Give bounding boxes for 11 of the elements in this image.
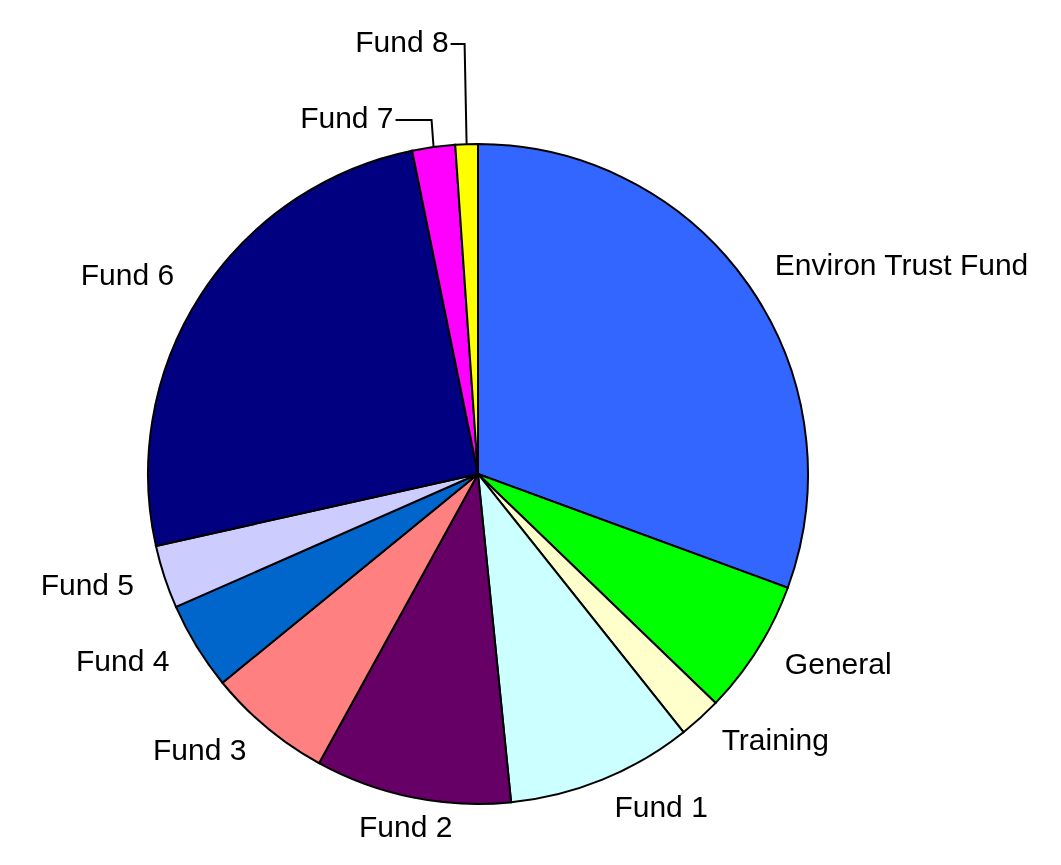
- slice-label: Fund 3: [152, 733, 247, 767]
- slice-label: Fund 4: [75, 644, 170, 678]
- slice-label: Fund 7: [300, 100, 394, 134]
- slice-label: Fund 8: [355, 24, 449, 58]
- slice-label: Fund 1: [614, 790, 708, 824]
- slice-label: Fund 5: [40, 567, 135, 601]
- slice-label: Environ Trust Fund: [774, 247, 1029, 281]
- slice-label: Fund 6: [80, 258, 175, 292]
- slice-label: Training: [721, 722, 829, 756]
- slice-label: General: [784, 646, 892, 680]
- slice-label: Fund 2: [359, 809, 453, 843]
